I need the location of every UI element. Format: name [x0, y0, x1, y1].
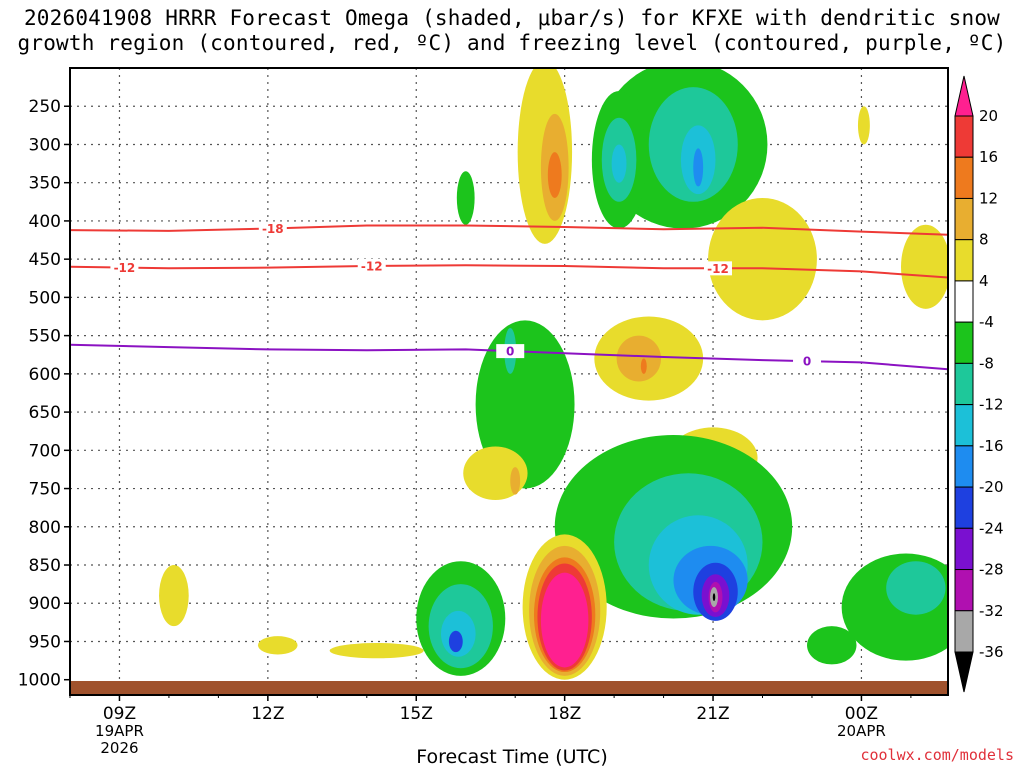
colorbar-swatch	[954, 321, 974, 364]
x-tick-label: 15Z	[400, 704, 433, 724]
omega-region	[540, 572, 589, 668]
contour-label: -12	[707, 262, 729, 276]
y-tick-label: 900	[29, 594, 61, 614]
y-tick-label: 700	[29, 441, 61, 461]
colorbar-label: -4	[979, 313, 994, 331]
x-tick-year: 2026	[100, 739, 138, 757]
contour-label-bg	[703, 261, 732, 276]
contour-label: -18	[262, 222, 284, 236]
y-axis: 250 300 350 400 450 500 550 600 650 700 750 800 850 9…	[18, 97, 70, 691]
omega-region	[693, 148, 704, 187]
x-tick-label: 18Z	[548, 704, 581, 724]
colorbar-label: -24	[979, 519, 1004, 537]
omega-region	[807, 626, 857, 665]
colorbar-bottom-arrow	[954, 651, 974, 693]
x-tick-date: 20APR	[837, 722, 886, 740]
colorbar-label: -32	[979, 602, 1004, 620]
colorbar-label: 20	[979, 107, 998, 125]
colorbar-label: -16	[979, 437, 1004, 455]
y-tick-label: 650	[29, 403, 61, 423]
x-tick-label: 00Z	[845, 704, 878, 724]
omega-region	[448, 630, 463, 653]
colorbar-swatch	[954, 527, 974, 571]
y-tick-label: 500	[29, 288, 61, 308]
contour-label-bg	[110, 260, 139, 275]
y-tick-label: 550	[29, 327, 61, 347]
omega-region	[616, 335, 662, 382]
source-credit: coolwx.com/models	[860, 746, 1014, 764]
colorbar-label: -28	[979, 561, 1004, 579]
chart-title-line2: growth region (contoured, red, ºC) and f…	[17, 31, 1007, 55]
contour-label: -12	[114, 261, 136, 275]
colorbar-label: 8	[979, 231, 989, 249]
omega-region	[708, 197, 817, 321]
omega-region	[329, 643, 424, 659]
y-tick-label: 800	[29, 518, 61, 538]
colorbar-label: 16	[979, 148, 998, 166]
omega-region	[857, 106, 870, 145]
chart-title-line1: 2026041908 HRRR Forecast Omega (shaded, …	[23, 6, 1001, 30]
colorbar-label: -8	[979, 354, 994, 372]
y-tick-label: 950	[29, 632, 61, 652]
colorbar-label: -12	[979, 396, 1004, 414]
y-tick-label: 850	[29, 556, 61, 576]
colorbar-swatch	[954, 445, 974, 488]
omega-region	[712, 593, 716, 601]
colorbar: 20 16 12 8 4 -4 -8 -12 -16 -20 -24 -28 -32 -36	[954, 75, 1004, 693]
contour-label-bg	[793, 354, 822, 369]
y-tick-label: 750	[29, 480, 61, 500]
colorbar-swatch	[954, 197, 974, 241]
omega-region	[159, 565, 189, 627]
omega-region	[257, 636, 298, 655]
x-tick-label: 09Z	[103, 704, 136, 724]
colorbar-label: 12	[979, 189, 998, 207]
x-tick-label: 12Z	[251, 704, 284, 724]
colorbar-top-arrow	[954, 75, 974, 117]
omega-region	[456, 171, 475, 225]
contour-label-bg	[258, 221, 287, 236]
colorbar-swatch	[954, 115, 974, 158]
omega-region	[475, 320, 575, 489]
colorbar-swatch	[954, 280, 974, 323]
x-tick-date: 19APR	[95, 722, 144, 740]
contour--12	[70, 264, 948, 279]
omega-region	[547, 152, 562, 198]
colorbar-swatch	[954, 569, 974, 612]
y-tick-label: 450	[29, 250, 61, 270]
contour-label: -12	[361, 260, 383, 274]
colorbar-label: -20	[979, 478, 1004, 496]
colorbar-swatch	[954, 239, 974, 282]
ground-bar	[70, 681, 948, 695]
omega-region	[901, 224, 948, 309]
contour-label-bg	[496, 344, 525, 359]
x-tick-label: 21Z	[696, 704, 729, 724]
contour-labels: -18 -12 -12 -12 0 0	[110, 221, 822, 369]
omega-shading	[159, 68, 948, 680]
colorbar-label: 4	[979, 272, 989, 290]
contour-label-bg	[357, 259, 386, 274]
y-tick-label: 350	[29, 174, 61, 194]
omega-region	[510, 467, 521, 495]
colorbar-swatch	[954, 404, 974, 447]
omega-region	[640, 358, 647, 374]
colorbar-swatch	[954, 156, 974, 199]
colorbar-swatch	[954, 362, 974, 406]
omega-region	[611, 144, 627, 183]
plot-frame	[69, 67, 949, 696]
colorbar-swatch	[954, 486, 974, 529]
y-tick-label: 300	[29, 135, 61, 155]
contour-label: 0	[803, 355, 811, 369]
y-tick-label: 250	[29, 97, 61, 117]
omega-region	[886, 561, 946, 615]
y-tick-label: 400	[29, 212, 61, 232]
colorbar-label: -36	[979, 643, 1004, 661]
contour-label: 0	[506, 345, 514, 359]
y-tick-label: 1000	[18, 671, 61, 691]
colorbar-swatch	[954, 610, 974, 653]
x-axis-label: Forecast Time (UTC)	[416, 746, 608, 768]
contour--18	[70, 224, 948, 236]
y-tick-label: 600	[29, 365, 61, 385]
